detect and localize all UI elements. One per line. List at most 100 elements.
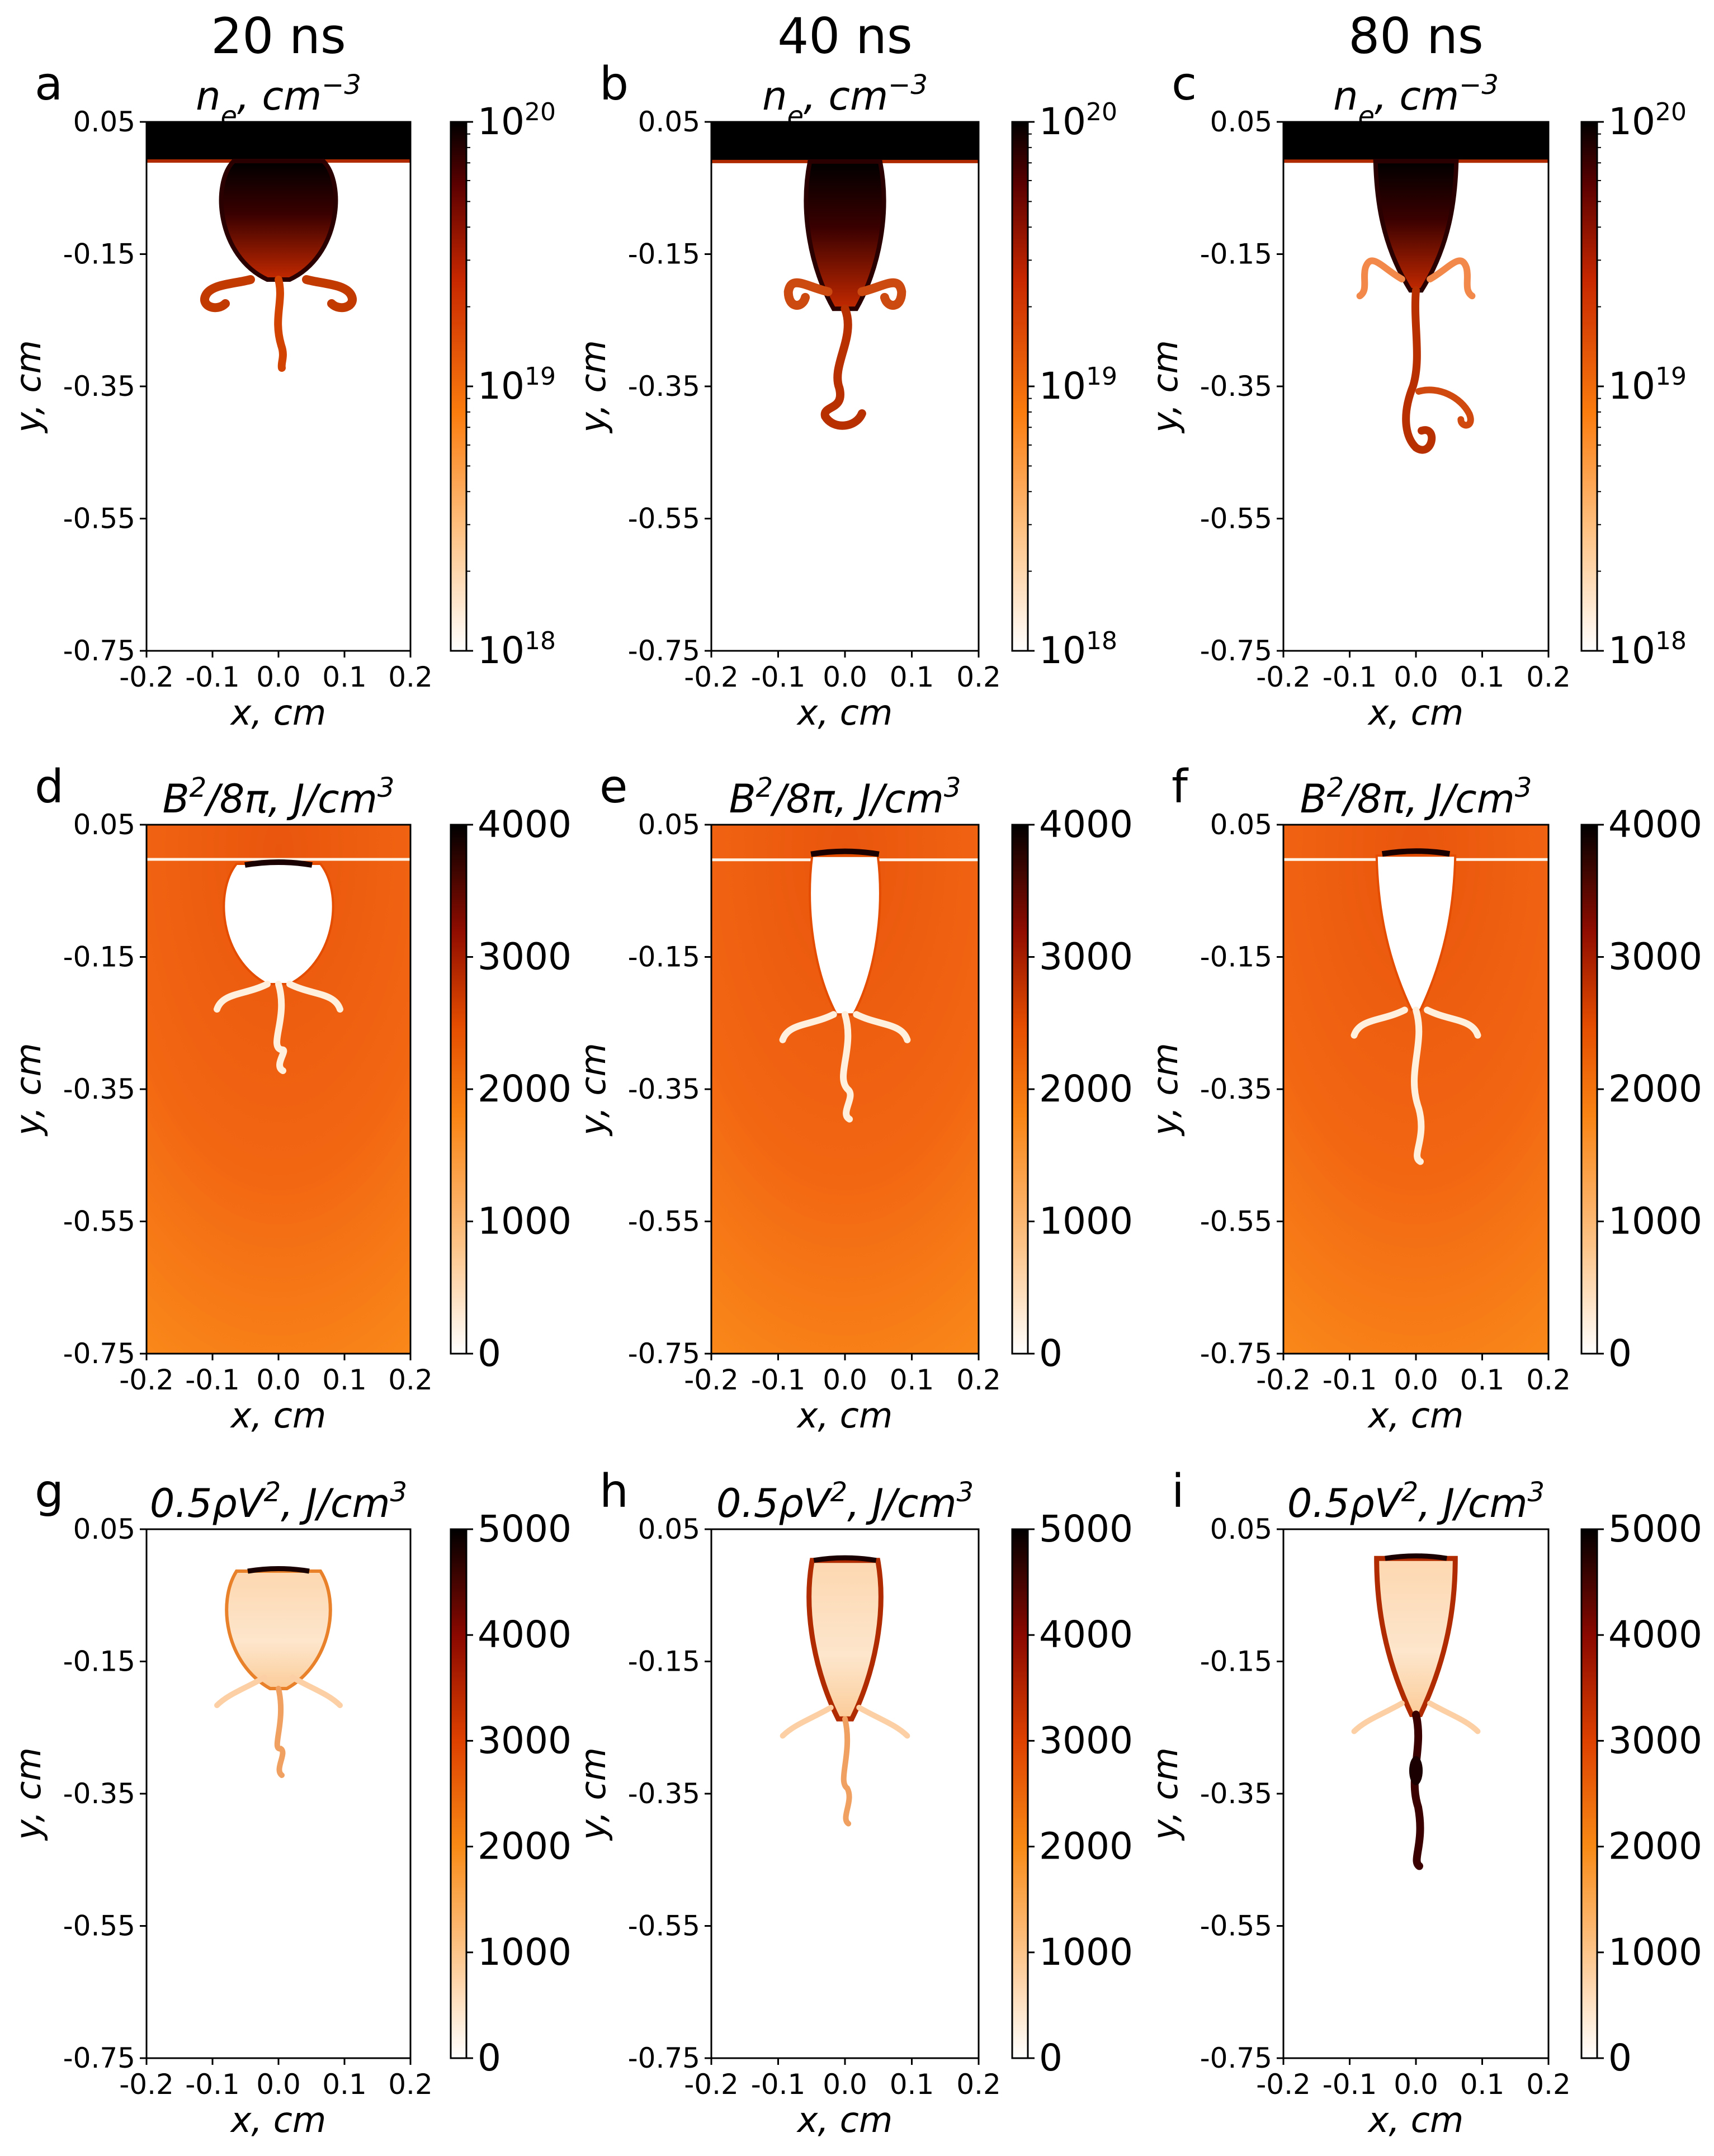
right-finger [853,1011,911,1043]
plot-title: ne, cm−3 [762,69,928,132]
colorbar-tick-label: 1019 [478,362,556,408]
x-tick-label: -0.2 [684,2068,739,2101]
x-tick-label: -0.2 [684,1364,739,1396]
colorbar-tick-label: 1000 [1608,1931,1702,1974]
stem [1402,286,1436,454]
y-tick-label: -0.35 [628,370,700,403]
shock-front [247,1566,310,1574]
dense-layer [1283,122,1548,160]
y-tick-label: -0.55 [63,1205,135,1238]
side-jet [1415,386,1474,429]
x-axis-label: x, cm [230,1395,327,1436]
panel-b: b ne, cm−3 0.05 -0.15 -0.35 -0.55 -0.75-0.2 -0.… [573,58,1117,733]
y-tick-label: -0.35 [1200,1073,1272,1105]
x-axis-label: x, cm [1367,1395,1464,1436]
colorbar-tick-label: 3000 [1608,1719,1702,1762]
y-tick-label: -0.35 [1200,1777,1272,1810]
x-axis-label: x, cm [796,692,893,733]
x-tick-label: 0.0 [1394,2068,1438,2101]
y-tick-label: -0.15 [63,941,135,973]
panel-letter: a [35,58,63,111]
colorbar-tick-label: 1020 [1039,98,1117,144]
stem [1410,1710,1424,1870]
plot-title: 0.5ρV2, J/cm3 [716,1477,974,1526]
x-tick-label: 0.2 [1526,661,1571,693]
stem [820,304,866,430]
panel-letter: i [1172,1465,1184,1518]
colorbar-tick-label: 1018 [478,627,556,673]
panel-letter: f [1172,760,1189,814]
x-tick-label: 0.2 [1526,1364,1571,1396]
colorbar-tick-label: 5000 [1039,1507,1133,1550]
heatmap-image [1283,122,1548,454]
colorbar-tick-label: 3000 [478,935,572,978]
y-tick-label: -0.75 [628,2042,700,2074]
plasma-bulb [219,159,338,282]
stem [273,981,287,1074]
stem [274,1686,286,1778]
colorbar-tick-label: 4000 [478,803,572,846]
y-axis-label: y, cm [1145,1747,1186,1841]
y-axis-label: y, cm [1145,1043,1186,1137]
right-lobe [857,278,906,310]
y-tick-label: -0.35 [63,1777,135,1810]
x-tick-label: 0.1 [1460,2068,1505,2101]
left-finger [214,981,271,1013]
x-tick-label: 0.0 [823,2068,867,2101]
colorbar-tick-label: 3000 [1608,935,1702,978]
x-tick-label: -0.1 [1323,2068,1377,2101]
x-tick-label: 0.1 [322,2068,367,2101]
panel-h: h 0.5ρV2, J/cm30.05-0.15-0.35-0.55-0.75-0… [573,1465,1133,2140]
panel-letter: c [1172,58,1197,111]
flow-bulb [1374,1555,1458,1717]
x-tick-label: -0.1 [185,661,240,693]
y-tick-label: -0.55 [1200,1910,1272,1942]
compressed-field-cap [810,848,880,857]
colorbar-tick-label: 0 [1608,2036,1632,2079]
heatmap-image [1283,825,1548,1354]
panel-c: c ne, cm−3 0.05 -0.15 -0.35 -0.55 -0.75-0.2 -0.… [1145,58,1687,733]
y-axis-label: y, cm [1145,340,1186,434]
flow-bulb [225,1569,332,1690]
y-tick-label: -0.15 [63,238,135,271]
left-finger [214,1675,267,1708]
panel-letter: d [35,760,64,814]
plot-title: B2/8π, J/cm3 [163,772,395,822]
y-tick-label: -0.15 [63,1646,135,1678]
panel-letter: h [599,1465,629,1518]
heatmap-image [711,825,979,1354]
x-tick-label: -0.2 [119,1364,174,1396]
x-tick-label: -0.2 [684,661,739,693]
colorbar [1580,121,1598,652]
x-tick-label: 0.2 [388,2068,433,2101]
y-tick-label: -0.75 [1200,635,1272,667]
x-tick-label: -0.1 [751,1364,806,1396]
x-tick-label: 0.0 [1394,661,1438,693]
x-tick-label: 0.1 [1460,1364,1505,1396]
compressed-field-cap [244,859,313,868]
stem [1411,1006,1425,1165]
panel-letter: g [35,1465,64,1518]
panel-letter: e [599,760,627,814]
colorbar-tick-label: 1000 [1039,1931,1133,1974]
y-tick-label: -0.55 [63,503,135,535]
x-tick-label: -0.1 [1323,1364,1377,1396]
colorbar [450,1528,468,2059]
y-tick-label: 0.05 [1210,1513,1272,1545]
plot-title: B2/8π, J/cm3 [1300,772,1532,822]
x-tick-label: 0.2 [956,1364,1001,1396]
panel-g: g 0.5ρV2, J/cm30.05-0.15-0.35-0.55-0.75-0… [8,1465,572,2140]
colorbar-tick-label: 3000 [1039,1719,1133,1762]
x-tick-label: -0.2 [119,2068,174,2101]
left-finger [1351,1006,1408,1039]
x-axis-label: x, cm [796,2100,893,2140]
y-tick-label: 0.05 [1210,106,1272,138]
x-tick-label: -0.1 [185,2068,240,2101]
x-tick-label: -0.2 [1256,2068,1311,2101]
left-finger [779,1011,837,1043]
x-tick-label: 0.1 [1460,661,1505,693]
y-tick-label: -0.15 [628,1646,700,1678]
x-tick-label: 0.2 [1526,2068,1571,2101]
colorbar-tick-label: 0 [1039,1332,1063,1375]
colorbar-tick-label: 5000 [1608,1507,1702,1550]
